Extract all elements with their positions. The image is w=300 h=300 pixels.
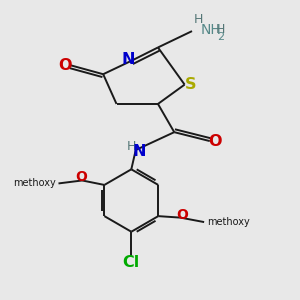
- Text: O: O: [75, 170, 87, 184]
- Text: N: N: [122, 52, 135, 67]
- Text: NH: NH: [201, 22, 222, 37]
- Text: O: O: [208, 134, 222, 148]
- Text: O: O: [58, 58, 72, 73]
- Text: Cl: Cl: [123, 255, 140, 270]
- Text: O: O: [176, 208, 188, 222]
- Text: methoxy: methoxy: [13, 178, 56, 188]
- Text: H: H: [127, 140, 136, 153]
- Text: S: S: [185, 77, 197, 92]
- Text: 2: 2: [217, 32, 224, 42]
- Text: H: H: [215, 23, 225, 36]
- Text: methoxy: methoxy: [207, 217, 250, 227]
- Text: H: H: [194, 13, 203, 26]
- Text: N: N: [133, 144, 146, 159]
